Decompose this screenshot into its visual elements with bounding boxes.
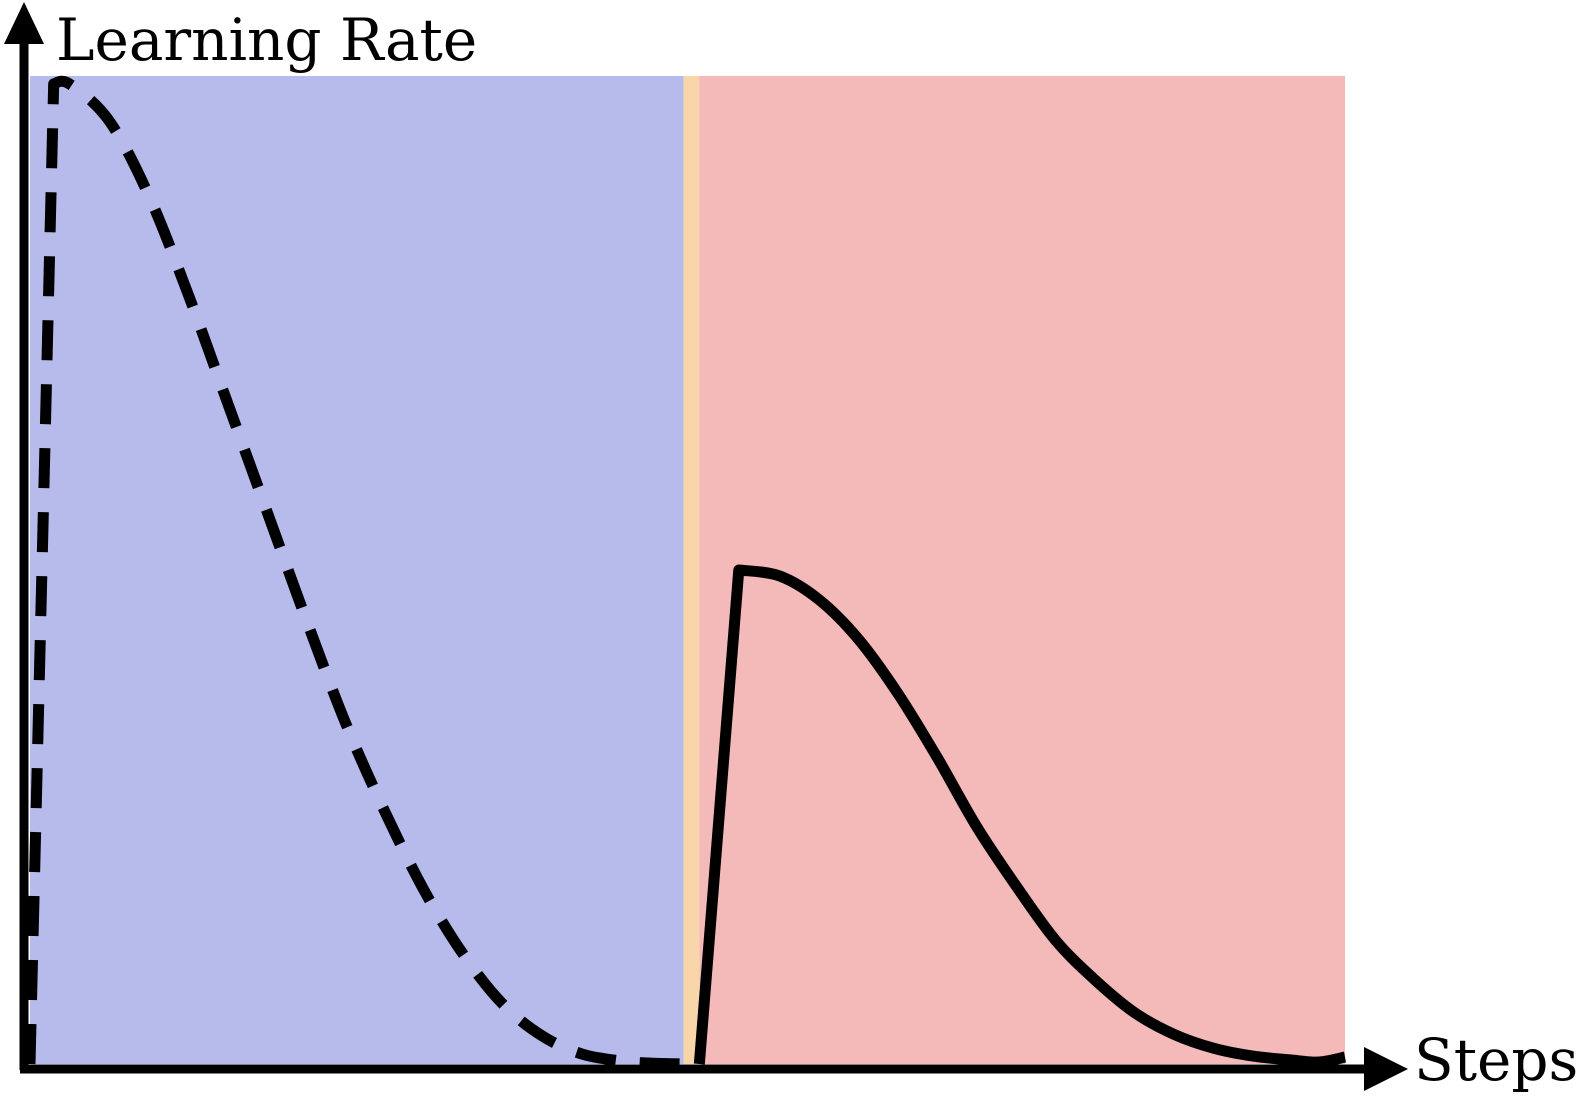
phase-regions bbox=[30, 76, 1345, 1064]
series-line-solid bbox=[693, 564, 1347, 1068]
x-axis-arrow bbox=[1364, 1047, 1408, 1091]
x-axis-label: Steps bbox=[1414, 1026, 1578, 1094]
y-axis-arrow bbox=[4, 2, 44, 44]
y-axis-label: Learning Rate bbox=[56, 6, 477, 74]
phase-region-3 bbox=[699, 76, 1345, 1064]
series-lines bbox=[24, 75, 1347, 1070]
phase-region-2 bbox=[683, 76, 700, 1064]
phase-region-1 bbox=[30, 76, 684, 1064]
series-line-dashed bbox=[24, 75, 684, 1070]
